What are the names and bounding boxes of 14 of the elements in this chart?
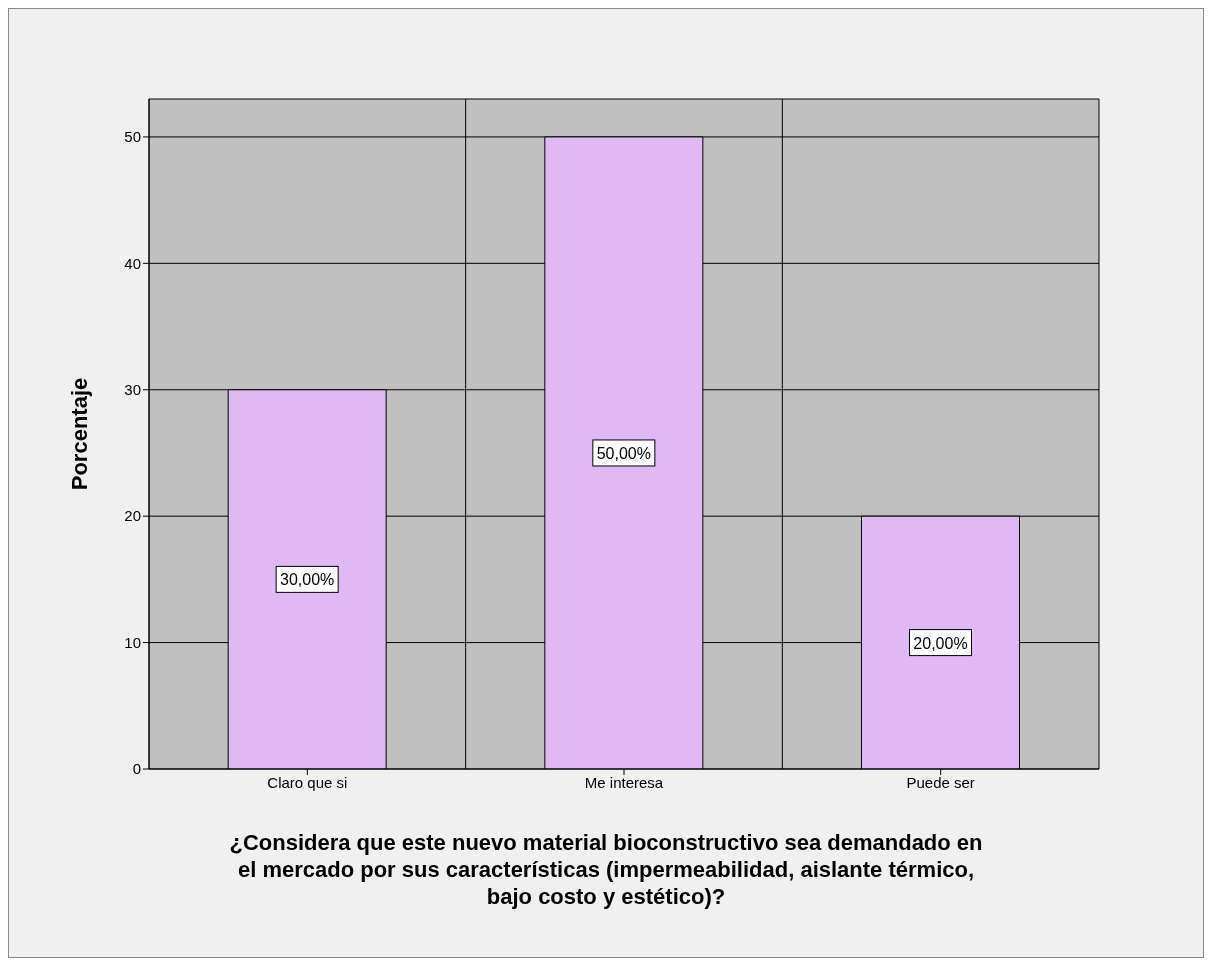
data-label: 30,00% (280, 571, 335, 589)
y-tick-label: 10 (124, 633, 141, 651)
data-label: 50,00% (596, 444, 651, 462)
y-axis-title: Porcentaje (66, 377, 92, 491)
x-tick-label: Me interesa (584, 773, 664, 791)
y-tick-label: 0 (132, 760, 141, 778)
y-tick-label: 40 (124, 254, 141, 272)
x-tick-label: Claro que si (267, 773, 348, 791)
y-tick-label: 20 (124, 507, 141, 525)
x-axis-title: ¿Considera que este nuevo material bioconstructivo sea demandado en el mercado por sus características (impermeabilidad, aislante térmico, bajo costo y estético)? (228, 829, 984, 910)
y-tick-label: 50 (124, 128, 141, 146)
x-tick-label: Puede ser (906, 773, 975, 791)
data-label: 20,00% (913, 634, 968, 652)
y-tick-label: 30 (124, 381, 141, 399)
